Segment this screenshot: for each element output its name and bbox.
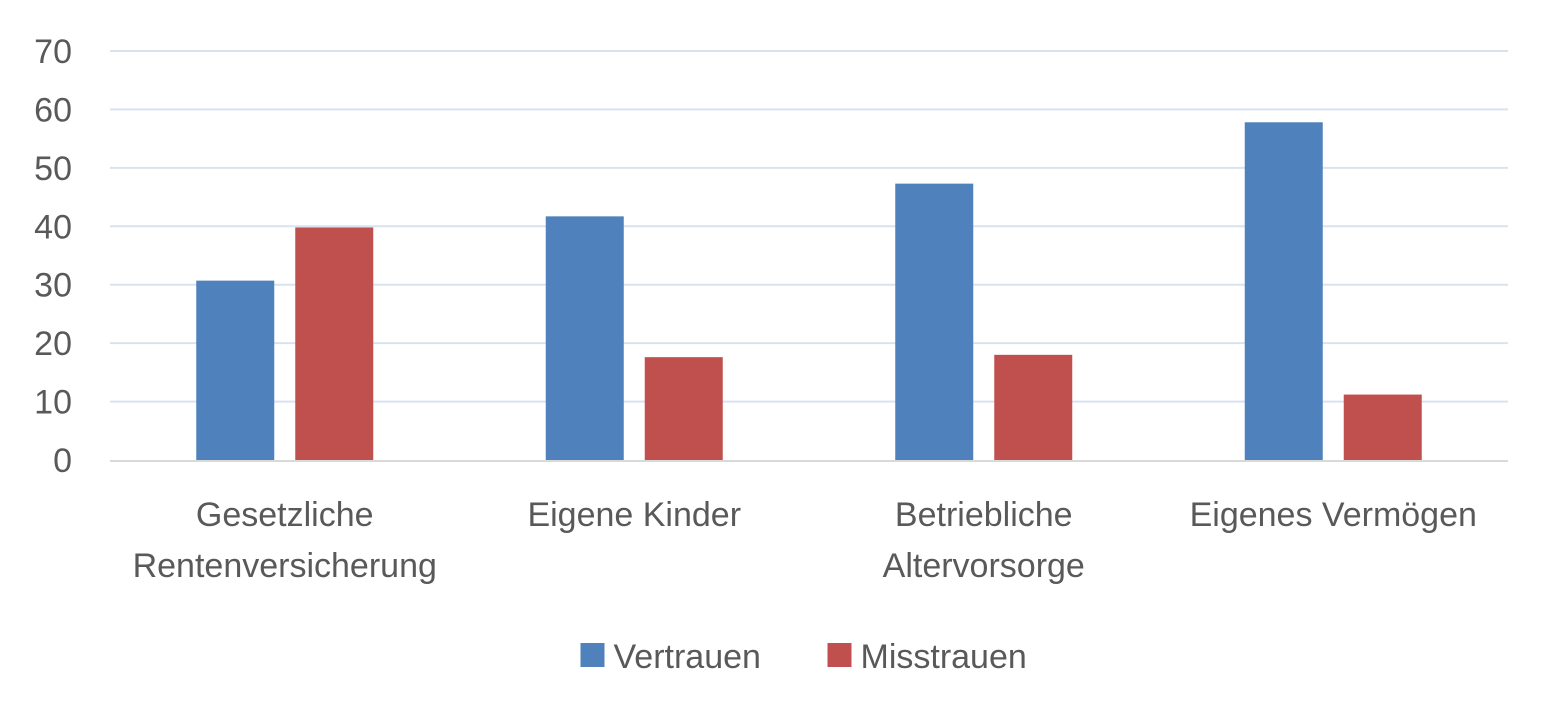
x-category-label: Rentenversicherung: [133, 547, 437, 585]
bar-vertrauen-2: [895, 183, 974, 460]
x-category-label: Altervorsorge: [883, 547, 1085, 585]
bars: [196, 122, 1422, 460]
legend-label-misstrauen: Misstrauen: [861, 638, 1027, 676]
y-tick-label: 0: [53, 442, 72, 480]
y-axis-tick-labels: 0 10 20 30 40 50 60 70: [34, 33, 72, 480]
legend: Vertrauen Misstrauen: [580, 638, 1027, 676]
x-axis-category-labels: Gesetzliche Rentenversicherung Eigene Kind…: [133, 496, 1477, 585]
legend-swatch-vertrauen: [580, 643, 605, 667]
bar-misstrauen-0: [295, 227, 374, 460]
bar-misstrauen-3: [1343, 394, 1422, 460]
y-tick-label: 10: [34, 384, 72, 422]
bar-misstrauen-2: [994, 354, 1073, 460]
y-tick-label: 40: [34, 208, 72, 246]
x-category-label: Gesetzliche: [196, 496, 374, 534]
bar-vertrauen-0: [196, 280, 275, 460]
y-tick-label: 70: [34, 33, 72, 71]
y-tick-label: 30: [34, 267, 72, 305]
y-tick-label: 60: [34, 91, 72, 129]
y-tick-label: 20: [34, 325, 72, 363]
bar-vertrauen-3: [1244, 122, 1323, 460]
legend-swatch-misstrauen: [827, 643, 852, 667]
x-category-label: Eigenes Vermögen: [1190, 496, 1477, 534]
bar-vertrauen-1: [545, 216, 624, 460]
legend-label-vertrauen: Vertrauen: [614, 638, 761, 676]
bar-misstrauen-1: [644, 357, 723, 460]
y-tick-label: 50: [34, 150, 72, 188]
x-category-label: Eigene Kinder: [527, 496, 741, 534]
x-category-label: Betriebliche: [895, 496, 1073, 534]
